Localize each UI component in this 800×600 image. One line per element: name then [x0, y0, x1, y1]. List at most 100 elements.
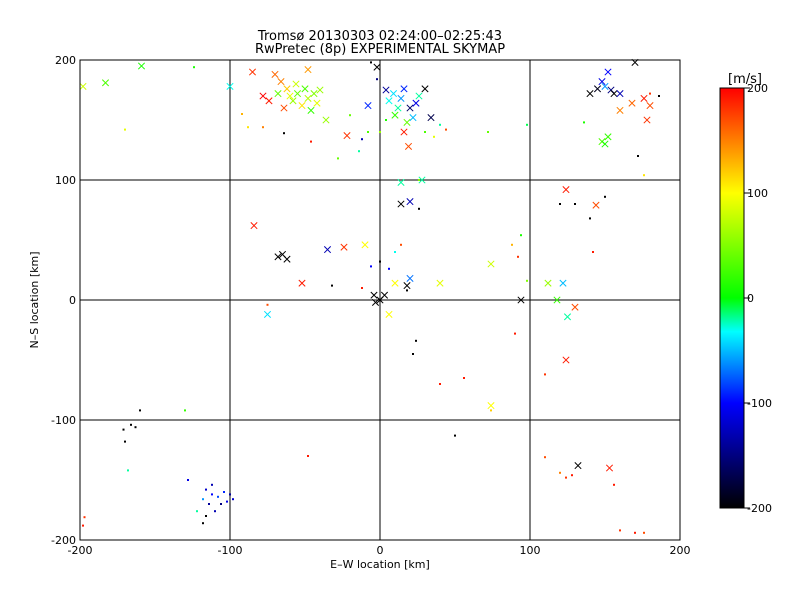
data-point-dot [229, 493, 231, 496]
data-point-dot [379, 131, 381, 133]
data-point-dot [217, 495, 219, 498]
data-point-dot [184, 409, 186, 412]
data-point-dot [208, 503, 210, 505]
data-point-dot [565, 476, 567, 479]
data-point-cross [571, 303, 579, 311]
data-point-cross [610, 90, 618, 98]
data-point-dot [127, 469, 129, 472]
data-point-dot [649, 92, 651, 95]
data-point-cross [487, 402, 495, 410]
data-point-dot [514, 332, 516, 335]
data-point-dot [517, 255, 519, 258]
data-point-dot [643, 531, 645, 534]
colorbar-tick-label: 0 [747, 292, 754, 305]
data-point-dot [433, 135, 435, 138]
data-point-cross [370, 291, 378, 299]
colorbar: [m/s] -200 -100 0 100 200 [719, 72, 772, 515]
data-point-dot [83, 516, 86, 519]
data-point-cross [307, 106, 315, 114]
data-point-dot [520, 234, 522, 237]
data-point-cross [409, 114, 417, 122]
data-point-dot [223, 491, 225, 493]
data-point-cross [400, 85, 408, 93]
data-point-dot [370, 61, 372, 64]
data-point-cross [592, 201, 600, 209]
data-point-cross [304, 94, 312, 102]
data-point-dot [658, 95, 660, 97]
data-point-dot [241, 113, 243, 115]
data-point-dot [619, 529, 621, 532]
data-point-dot [544, 456, 546, 459]
data-point-cross [361, 241, 369, 249]
data-point-cross [397, 178, 405, 186]
data-point-dot [379, 260, 381, 263]
data-point-cross [371, 298, 380, 306]
data-point-cross [226, 82, 234, 90]
y-tick-label: -100 [51, 414, 76, 427]
data-point-cross [391, 111, 399, 119]
data-point-cross [274, 253, 282, 261]
x-tick-label: 0 [377, 544, 384, 557]
data-point-cross [274, 90, 282, 98]
data-point-dot [583, 121, 585, 124]
data-point-cross [562, 356, 570, 364]
data-point-cross [605, 464, 614, 472]
data-point-cross [404, 142, 413, 150]
data-point-dot [412, 353, 414, 355]
data-point-dot [463, 377, 465, 379]
data-point-dot [331, 284, 333, 287]
data-point-cross [304, 66, 312, 74]
data-point-dot [385, 119, 387, 121]
data-point-cross [137, 62, 146, 70]
data-point-cross [391, 279, 399, 287]
data-point-cross [289, 97, 297, 105]
data-point-cross [340, 243, 348, 251]
data-point-cross [322, 116, 330, 124]
chart-subtitle: RwPretec (8p) EXPERIMENTAL SKYMAP [255, 42, 505, 57]
data-point-cross [343, 132, 351, 140]
data-point-cross [616, 90, 624, 98]
data-point-cross [601, 82, 609, 90]
data-point-dot [193, 66, 195, 69]
data-point-dot [526, 279, 528, 282]
data-point-cross [418, 176, 426, 184]
data-point-dot [424, 131, 426, 133]
data-point-dot [613, 483, 615, 486]
data-point-cross [616, 106, 624, 114]
colorbar-ticks: -200 -100 0 100 200 [744, 82, 772, 515]
data-point-cross [646, 102, 654, 110]
data-point-cross [277, 78, 285, 86]
data-point-cross [586, 90, 594, 98]
data-point-dot [130, 423, 132, 426]
data-point-cross [559, 279, 567, 287]
data-point-cross [293, 90, 302, 98]
data-point-cross [389, 90, 398, 98]
data-point-cross [562, 186, 570, 194]
colorbar-gradient [719, 87, 745, 509]
data-point-cross [406, 274, 414, 282]
data-point-cross [574, 462, 582, 470]
data-point-cross [283, 85, 291, 93]
data-point-dot [544, 373, 546, 376]
data-point-dot [574, 203, 576, 205]
data-point-dot [124, 440, 126, 443]
data-point-dot [445, 128, 447, 131]
data-point-cross [382, 86, 390, 94]
data-point-cross [364, 102, 372, 110]
colorbar-tick-label: 200 [747, 82, 768, 95]
data-point-dot [220, 503, 222, 505]
data-point-cross [248, 68, 257, 76]
data-point-cross [544, 279, 552, 287]
data-point-dot [367, 131, 369, 133]
data-point-cross [604, 68, 612, 76]
data-point-dot [211, 483, 213, 486]
data-point-cross [397, 200, 405, 208]
data-points [79, 58, 660, 534]
data-point-dot [124, 128, 126, 131]
data-point-cross [310, 90, 318, 98]
data-point-dot [604, 195, 606, 198]
data-point-cross [79, 82, 87, 90]
data-point-cross [385, 97, 393, 105]
data-point-dot [139, 409, 141, 412]
data-point-cross [403, 282, 411, 290]
